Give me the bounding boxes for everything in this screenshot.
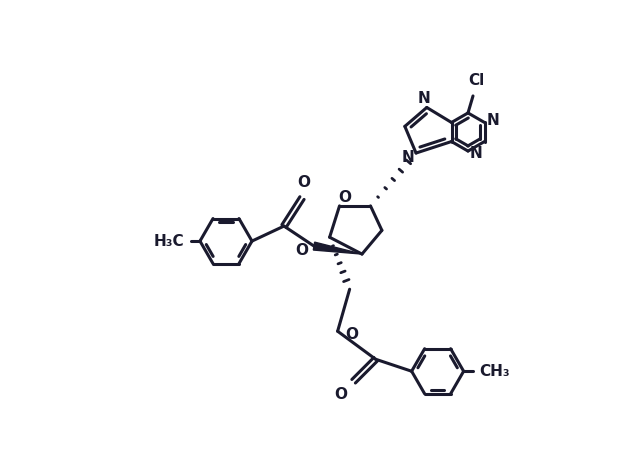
Text: N: N xyxy=(417,91,430,106)
Text: Cl: Cl xyxy=(468,73,484,88)
Text: O: O xyxy=(335,387,348,402)
Polygon shape xyxy=(314,242,362,254)
Text: H₃C: H₃C xyxy=(154,234,184,249)
Text: N: N xyxy=(402,149,415,164)
Text: O: O xyxy=(346,327,358,342)
Text: O: O xyxy=(295,243,308,258)
Text: O: O xyxy=(298,175,310,190)
Text: CH₃: CH₃ xyxy=(479,364,510,379)
Text: O: O xyxy=(338,190,351,205)
Text: N: N xyxy=(486,113,499,128)
Text: N: N xyxy=(470,146,483,161)
